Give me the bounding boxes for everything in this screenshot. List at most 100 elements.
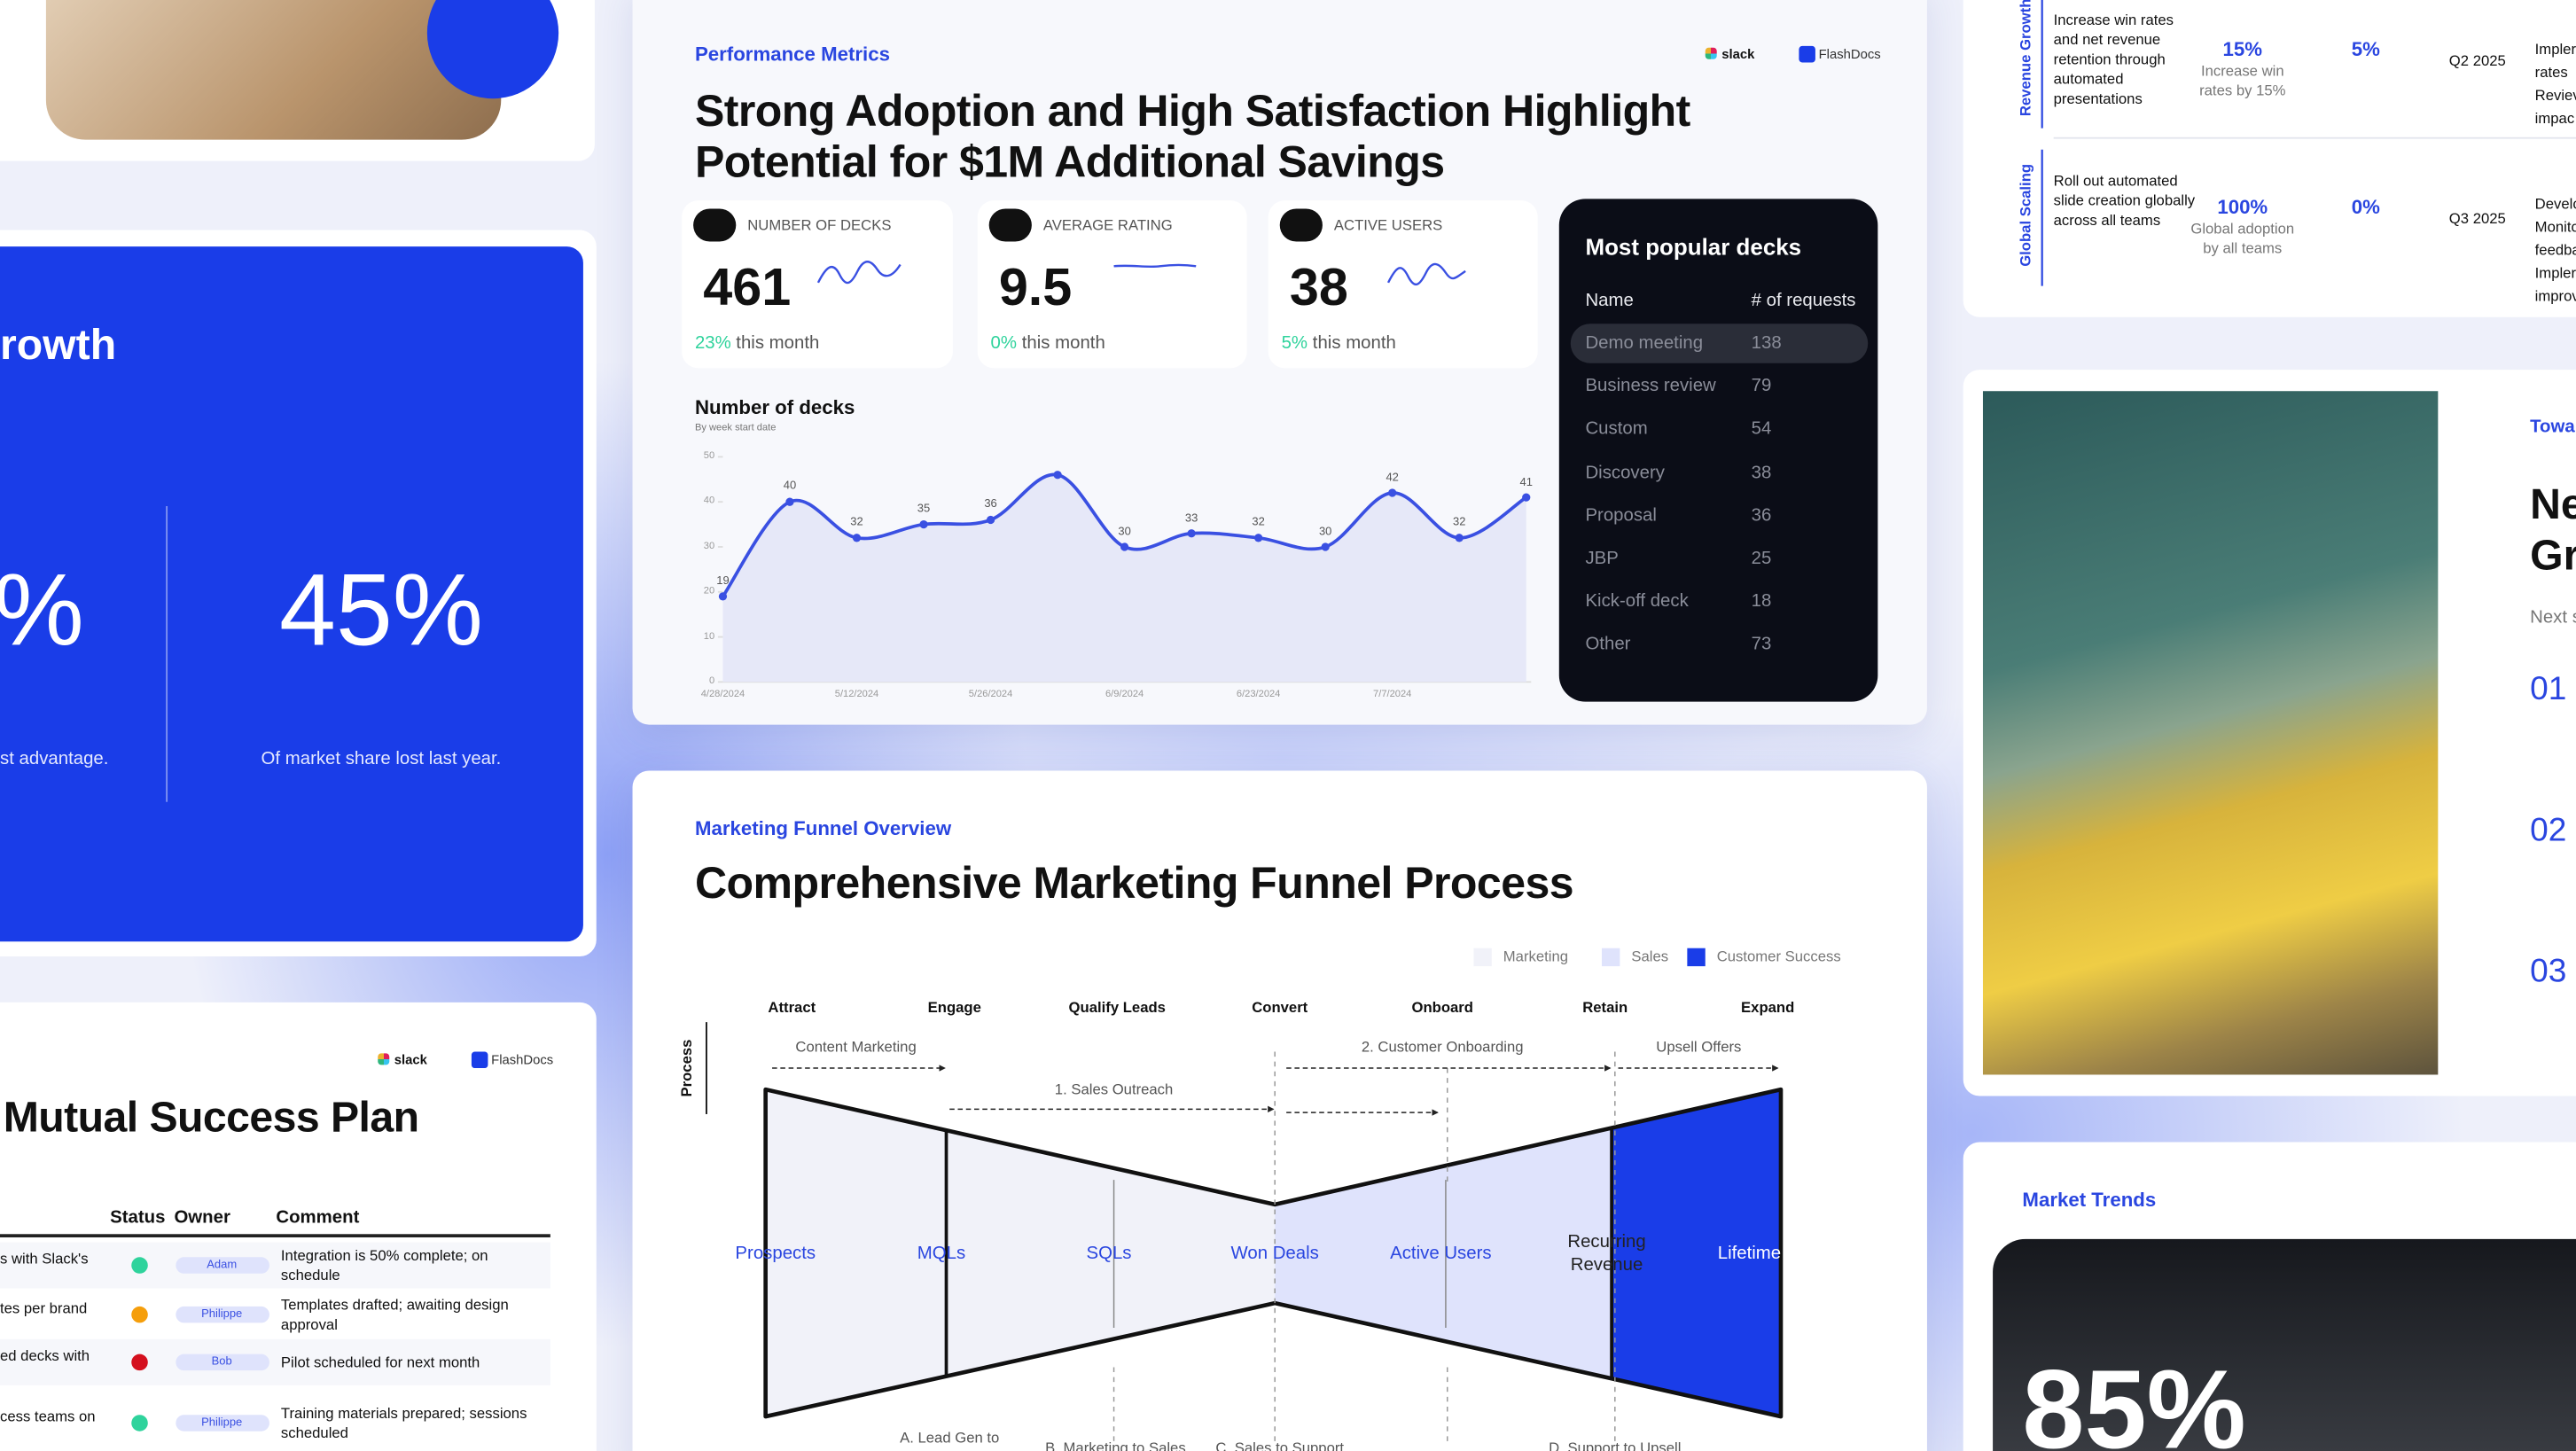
column-header: Status (110, 1207, 166, 1228)
eyebrow: Marketing Funnel Overview (694, 816, 952, 840)
y-tick-label: 0 (708, 676, 715, 687)
cell: tes per brand (0, 1299, 88, 1316)
status-dot (131, 1353, 148, 1371)
deck-name: Other (1585, 635, 1631, 655)
x-tick-label: 4/28/2024 (700, 690, 745, 700)
stat: % (0, 554, 84, 668)
segment-label: Won Deals (1230, 1244, 1319, 1264)
x-tick-label: 6/23/2024 (1236, 690, 1281, 700)
comment: Integration is 50% complete; on schedule (280, 1247, 488, 1283)
comment: Pilot scheduled for next month (280, 1353, 480, 1371)
status-dot (131, 1257, 148, 1274)
logo-icon (1799, 45, 1815, 63)
column-header: Name (1585, 291, 1634, 311)
point (1455, 534, 1464, 542)
x-tick-label: 5/12/2024 (834, 690, 879, 700)
point (919, 519, 928, 529)
target: 100% (2217, 195, 2268, 219)
deck-count: 138 (1751, 333, 1782, 354)
owner-pill (176, 1415, 269, 1431)
axis-label: Process (678, 1039, 695, 1097)
dark-panel (1558, 199, 1878, 702)
target-note: Increase win rates by 15% (2199, 62, 2286, 99)
step-number: 03 (2530, 954, 2567, 990)
action: improv (2534, 287, 2576, 304)
table-row (0, 1338, 550, 1385)
sparkline (1113, 263, 1197, 269)
stage: Expand (1741, 999, 1795, 1016)
data-label: 41 (1519, 476, 1533, 488)
logo: FlashDocs (491, 1052, 554, 1068)
data-label: 35 (917, 503, 931, 516)
kpi-change: 23% (694, 333, 731, 354)
stat: 45% (278, 554, 483, 668)
kpi-icon (693, 208, 737, 242)
point (1388, 488, 1397, 497)
legend-label: Marketing (1503, 948, 1569, 965)
owner-pill (176, 1306, 269, 1323)
status-dot (131, 1306, 148, 1323)
kpi-value: 9.5 (998, 257, 1073, 316)
target-note: Global adoption by all teams (2190, 220, 2295, 257)
data-label: 32 (1252, 517, 1265, 529)
sparkline (1386, 262, 1466, 285)
action: feedba (2534, 241, 2576, 259)
segment-label: Active Users (1390, 1244, 1492, 1264)
stage: Convert (1252, 999, 1308, 1016)
action: Reviev (2534, 87, 2576, 104)
kpi-icon (988, 208, 1032, 242)
group-label: Revenue Growth (2017, 0, 2034, 117)
x-tick-label: 7/7/2024 (1373, 690, 1412, 700)
kpi-value: 461 (703, 257, 792, 316)
subtitle: Next s (2530, 607, 2576, 628)
logo-icon (1705, 47, 1717, 59)
eyebrow: Performance Metrics (694, 43, 890, 66)
handoff-label: A. Lead Gen to (900, 1429, 1000, 1447)
kpi-value: 38 (1289, 257, 1348, 316)
kpi-period: this month (1021, 333, 1105, 354)
heading: Mutual Success Plan (3, 1091, 419, 1142)
eyebrow: Market Trends (2022, 1188, 2157, 1212)
area (722, 474, 1526, 683)
owner-pill (176, 1257, 269, 1274)
y-tick-label: 40 (703, 496, 715, 507)
step-number: 02 (2530, 812, 2567, 849)
handoff-label: B. Marketing to Sales (1045, 1439, 1186, 1451)
flow-label: Content Marketing (795, 1038, 917, 1056)
step-number: 01 (2530, 671, 2567, 708)
row-highlight (1570, 324, 1869, 363)
cell: ed decks with (0, 1347, 90, 1364)
current: 0% (2351, 195, 2380, 219)
objective: Increase win rates and net revenue reten… (2053, 11, 2174, 107)
funnel-part (1612, 1089, 1781, 1417)
handoff-label: C. Sales to Support (1215, 1439, 1345, 1451)
kpi-label: AVERAGE RATING (1042, 216, 1173, 234)
segment-label: MQLs (917, 1244, 966, 1264)
kpi-period: this month (1312, 333, 1396, 354)
legend-label: Sales (1631, 948, 1669, 965)
deck-name: Demo meeting (1585, 333, 1704, 354)
point (852, 534, 862, 542)
title: Ne (2530, 479, 2576, 529)
funnel-part (1275, 1127, 1612, 1379)
logo: slack (1721, 46, 1755, 62)
caption: st advantage. (0, 749, 109, 769)
kpi-change: 0% (990, 333, 1018, 354)
deck-name: Custom (1585, 419, 1648, 440)
legend-swatch (1601, 948, 1620, 967)
x-tick-label: 6/9/2024 (1105, 690, 1144, 700)
title: Gr (2530, 529, 2576, 580)
column-header: Owner (174, 1207, 230, 1228)
caption: Of market share lost last year. (261, 749, 502, 769)
stage: Retain (1582, 999, 1628, 1016)
owner: Philippe (201, 1308, 243, 1321)
handoff-label: D. Support to Upsell (1549, 1439, 1682, 1451)
current: 5% (2351, 37, 2380, 61)
deck-name: JBP (1585, 549, 1619, 569)
target: 15% (2222, 37, 2263, 61)
segment-label: Prospects (735, 1244, 816, 1264)
title: Potential for $1M Additional Savings (694, 137, 1445, 187)
action: Impler (2534, 264, 2576, 282)
deck-name: Proposal (1585, 505, 1657, 526)
